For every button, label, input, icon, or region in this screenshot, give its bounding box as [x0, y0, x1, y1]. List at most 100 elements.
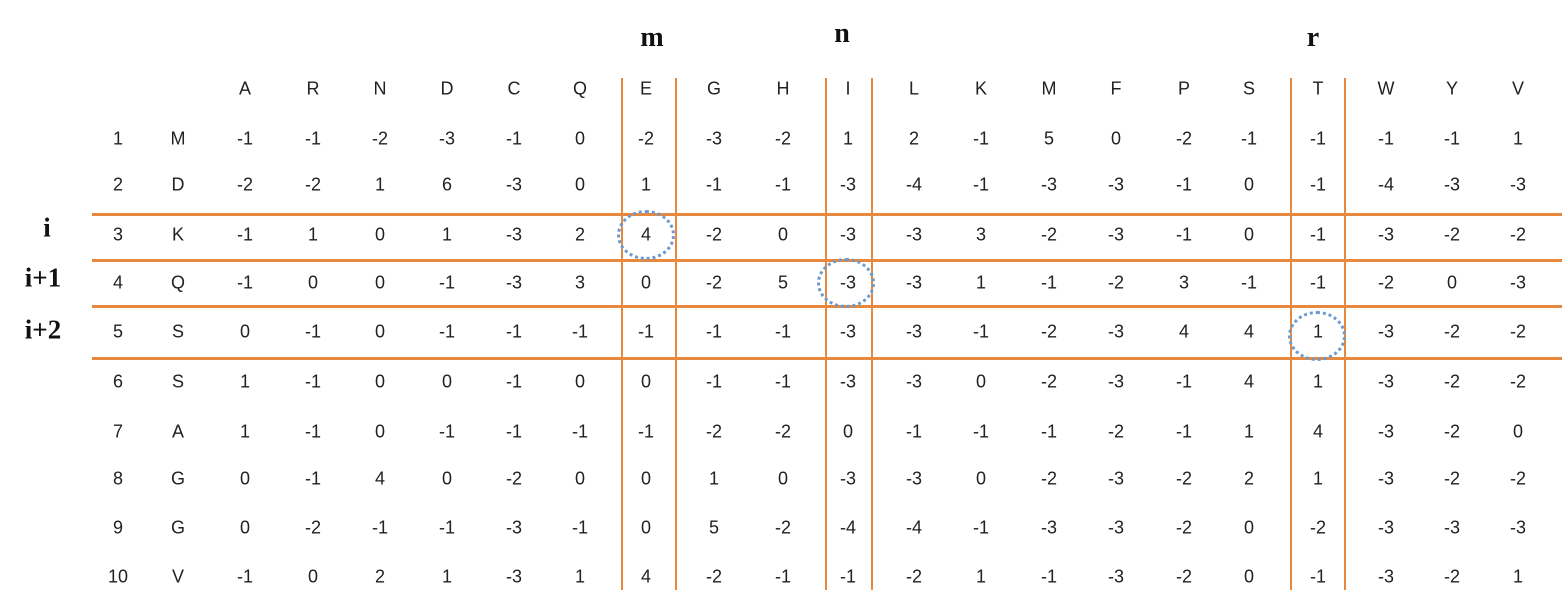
score-cell: 0 — [574, 371, 586, 392]
score-cell: 4 — [1178, 321, 1190, 342]
score-cell: -2 — [1443, 321, 1461, 342]
score-cell: 5 — [1043, 128, 1055, 149]
marker-r: r — [1306, 22, 1320, 53]
row-residue: D — [171, 174, 185, 195]
score-cell: -1 — [1175, 371, 1193, 392]
score-cell: -1 — [505, 128, 523, 149]
score-cell: 1 — [307, 224, 319, 245]
score-cell: -3 — [905, 371, 923, 392]
score-cell: 0 — [574, 468, 586, 489]
column-header-k: K — [974, 78, 988, 99]
score-cell: -1 — [438, 421, 456, 442]
score-cell: -2 — [1377, 272, 1395, 293]
score-cell: 0 — [640, 468, 652, 489]
row-index: 10 — [107, 566, 129, 587]
row-index: 9 — [112, 517, 124, 538]
score-cell: -1 — [571, 321, 589, 342]
score-cell: -1 — [304, 128, 322, 149]
score-cell: 1 — [239, 371, 251, 392]
score-cell: -2 — [1509, 468, 1527, 489]
score-cell: -4 — [905, 174, 923, 195]
score-cell: -2 — [1443, 421, 1461, 442]
score-cell: -1 — [774, 174, 792, 195]
score-cell: -2 — [1175, 468, 1193, 489]
score-cell: 2 — [374, 566, 386, 587]
score-cell: 1 — [239, 421, 251, 442]
row-residue: A — [171, 421, 185, 442]
score-cell: -2 — [371, 128, 389, 149]
score-cell: 1 — [374, 174, 386, 195]
column-header-l: L — [908, 78, 920, 99]
score-cell: 0 — [374, 421, 386, 442]
score-cell: -2 — [905, 566, 923, 587]
score-cell: -1 — [1240, 128, 1258, 149]
score-cell: -1 — [571, 421, 589, 442]
column-header-r: R — [306, 78, 320, 99]
score-cell: -2 — [1509, 321, 1527, 342]
column-header-c: C — [507, 78, 521, 99]
score-cell: 2 — [908, 128, 920, 149]
score-cell: -3 — [1509, 272, 1527, 293]
column-header-i: I — [845, 78, 851, 99]
score-cell: -3 — [1377, 421, 1395, 442]
score-cell: -2 — [1443, 224, 1461, 245]
column-header-f: F — [1110, 78, 1122, 99]
score-cell: -1 — [972, 517, 990, 538]
score-cell: -1 — [1040, 272, 1058, 293]
score-cell: -3 — [1107, 371, 1125, 392]
score-cell: 0 — [1110, 128, 1122, 149]
score-cell: -1 — [905, 421, 923, 442]
score-cell: -3 — [1443, 174, 1461, 195]
score-cell: -1 — [236, 128, 254, 149]
score-cell: 1 — [441, 566, 453, 587]
score-cell: -1 — [1040, 566, 1058, 587]
highlight-circle-3-e — [617, 210, 675, 260]
score-cell: 1 — [708, 468, 720, 489]
score-cell: -1 — [1309, 174, 1327, 195]
score-cell: -1 — [505, 321, 523, 342]
score-cell: -2 — [774, 128, 792, 149]
score-cell: -1 — [774, 566, 792, 587]
score-cell: 0 — [574, 174, 586, 195]
score-cell: -1 — [839, 566, 857, 587]
score-cell: -3 — [1040, 174, 1058, 195]
score-cell: -1 — [1175, 421, 1193, 442]
side-label-i-plus-1: i+1 — [24, 262, 62, 293]
score-cell: 4 — [374, 468, 386, 489]
score-cell: 0 — [842, 421, 854, 442]
score-cell: -4 — [839, 517, 857, 538]
score-cell: 0 — [239, 468, 251, 489]
score-cell: -2 — [705, 566, 723, 587]
score-cell: -3 — [505, 174, 523, 195]
row-residue: G — [170, 517, 186, 538]
score-cell: -3 — [1107, 468, 1125, 489]
score-cell: 1 — [975, 272, 987, 293]
score-cell: -2 — [1309, 517, 1327, 538]
score-cell: -1 — [972, 174, 990, 195]
score-cell: 1 — [574, 566, 586, 587]
highlight-circle-4-i — [817, 258, 875, 308]
score-cell: -3 — [1509, 174, 1527, 195]
score-cell: -2 — [774, 421, 792, 442]
score-cell: -3 — [438, 128, 456, 149]
score-cell: -1 — [1240, 272, 1258, 293]
score-cell: 0 — [307, 566, 319, 587]
score-cell: 1 — [842, 128, 854, 149]
score-cell: -2 — [705, 421, 723, 442]
column-line-i-right — [871, 78, 873, 590]
row-index: 4 — [112, 272, 124, 293]
column-header-a: A — [238, 78, 252, 99]
score-cell: 0 — [441, 468, 453, 489]
score-cell: -3 — [839, 224, 857, 245]
score-cell: 3 — [574, 272, 586, 293]
score-cell: 3 — [1178, 272, 1190, 293]
score-cell: 0 — [1243, 174, 1255, 195]
column-header-d: D — [440, 78, 454, 99]
score-cell: -1 — [236, 224, 254, 245]
score-cell: -3 — [505, 272, 523, 293]
score-cell: -2 — [1107, 272, 1125, 293]
score-cell: -3 — [1107, 174, 1125, 195]
score-cell: -1 — [1309, 566, 1327, 587]
score-cell: -1 — [1175, 174, 1193, 195]
score-cell: 0 — [1512, 421, 1524, 442]
